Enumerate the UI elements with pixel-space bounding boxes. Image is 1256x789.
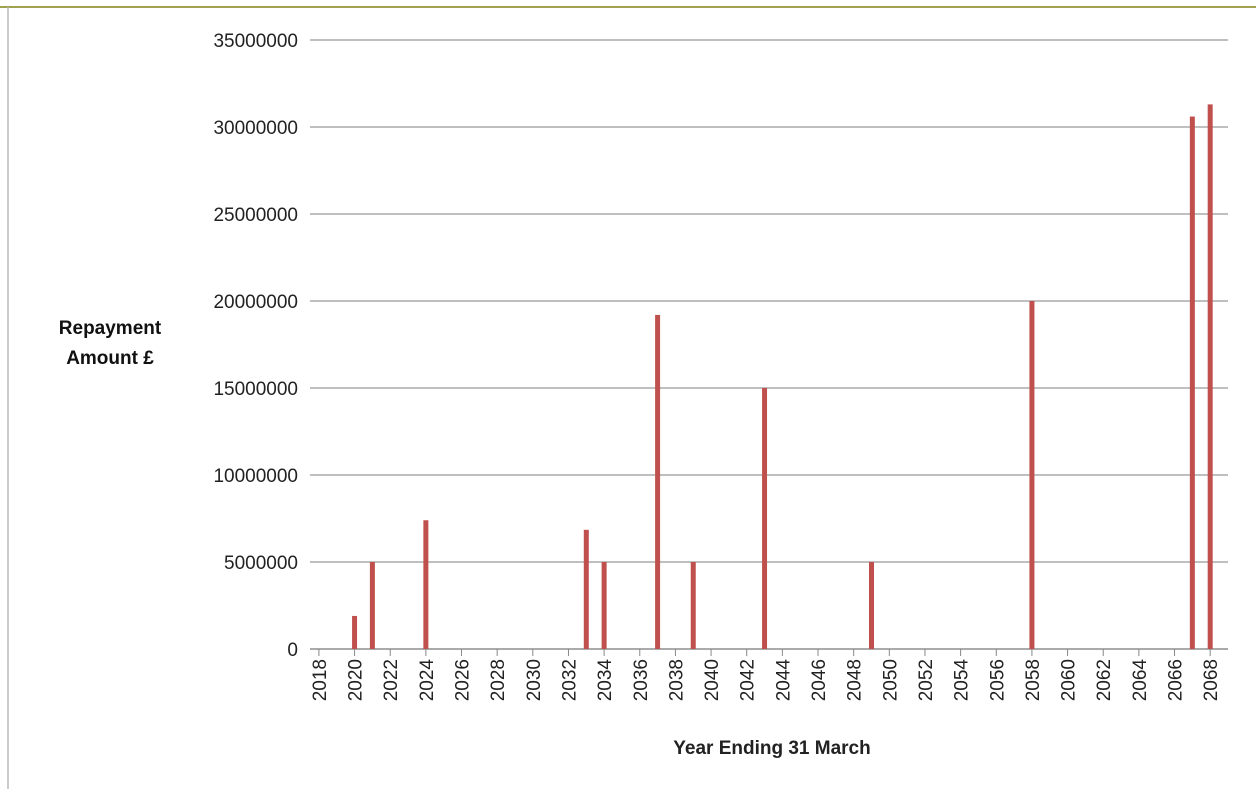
y-tick-label: 35000000 <box>213 31 298 52</box>
bar <box>352 615 358 649</box>
x-tick-label: 2064 <box>1130 659 1151 702</box>
y-axis-label: Repayment Amount £ <box>58 318 162 369</box>
x-tick-label: 2028 <box>488 659 509 701</box>
y-tick-label: 0 <box>287 640 298 661</box>
x-tick-label: 2062 <box>1094 659 1115 701</box>
bar <box>423 520 429 649</box>
bar <box>369 562 375 649</box>
x-tick-label: 2036 <box>631 659 652 701</box>
bar <box>583 529 589 649</box>
x-tick-label: 2048 <box>845 659 866 701</box>
bar <box>868 562 874 649</box>
bar <box>1189 116 1195 649</box>
x-tick-label: 2032 <box>559 659 580 701</box>
x-tick-label: 2068 <box>1201 659 1222 701</box>
y-tick-label: 5000000 <box>224 553 298 574</box>
x-tick-label: 2034 <box>595 659 616 702</box>
bar <box>690 562 696 649</box>
bar <box>601 562 607 649</box>
x-tick-label: 2058 <box>1023 659 1044 701</box>
x-tick-label: 2026 <box>453 659 474 701</box>
x-tick-label: 2038 <box>666 659 687 701</box>
x-tick-label: 2040 <box>702 659 723 701</box>
x-tick-label: 2050 <box>880 659 901 701</box>
x-tick-label: 2046 <box>809 659 830 701</box>
x-tick-label: 2054 <box>952 659 973 702</box>
x-tick-label: 2060 <box>1059 659 1080 701</box>
y-tick-label: 30000000 <box>213 118 298 139</box>
bar <box>655 314 661 649</box>
x-tick-label: 2022 <box>381 659 402 701</box>
x-tick-label: 2044 <box>773 659 794 702</box>
y-tick-label: 25000000 <box>213 205 298 226</box>
y-tick-label: 20000000 <box>213 292 298 313</box>
y-tick-label: 15000000 <box>213 379 298 400</box>
bar <box>1029 301 1035 649</box>
x-tick-label: 2024 <box>417 659 438 702</box>
x-tick-label: 2066 <box>1166 659 1187 701</box>
x-axis-label: Year Ending 31 March <box>673 738 870 759</box>
x-tick-label: 2018 <box>310 659 331 701</box>
x-tick-label: 2052 <box>916 659 937 701</box>
bar <box>762 388 768 649</box>
x-tick-label: 2056 <box>987 659 1008 701</box>
x-tick-label: 2030 <box>524 659 545 701</box>
x-tick-label: 2020 <box>346 659 367 701</box>
bar <box>1207 104 1213 649</box>
y-tick-label: 10000000 <box>213 466 298 487</box>
x-tick-label: 2042 <box>738 659 759 701</box>
